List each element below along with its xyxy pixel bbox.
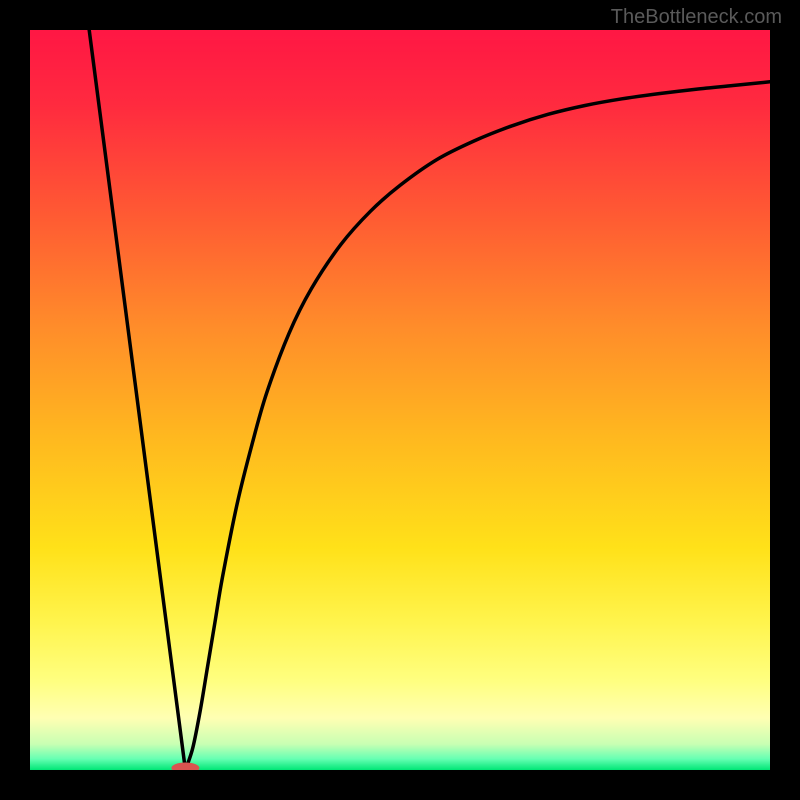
bottleneck-chart: TheBottleneck.com xyxy=(0,0,800,800)
chart-svg xyxy=(0,0,800,800)
watermark-text: TheBottleneck.com xyxy=(611,6,782,29)
